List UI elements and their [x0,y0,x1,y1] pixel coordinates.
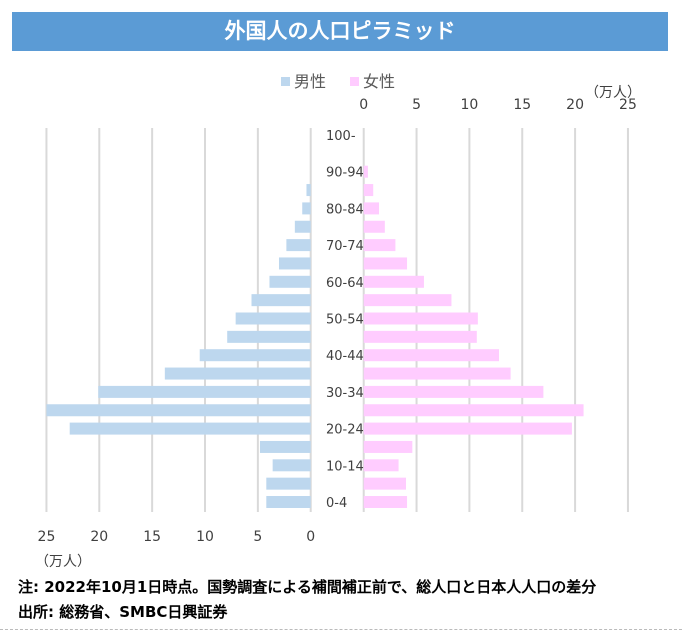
bar-female-0-4 [363,496,408,508]
category-label: 20-24 [326,423,364,438]
bar-male-0-4 [266,496,311,508]
chart-title: 外国人の人口ピラミッド [12,12,668,51]
male-axis-tick-label: 15 [143,529,161,545]
category-label: 0-4 [326,496,347,511]
bar-female-10-14 [363,459,399,472]
male-axis-tick-label: 20 [90,529,108,545]
male-axis-tick-label: 10 [196,529,214,545]
category-label: 90-94 [326,166,364,181]
bar-female-75-79 [363,220,385,233]
legend-label-female: 女性 [363,72,395,91]
bar-female-80-84 [363,202,380,215]
category-label: 80-84 [326,202,364,217]
bar-female-5-9 [363,477,406,490]
female-axis-tick-label: 15 [513,97,531,113]
male-axis-tick-label: 5 [253,529,262,545]
bar-male-35-39 [164,367,311,380]
bar-male-55-59 [251,294,311,307]
bar-male-65-69 [278,257,311,270]
category-label: 40-44 [326,349,364,364]
bar-female-90-94 [363,165,368,178]
bar-male-70-74 [286,239,311,252]
bar-male-5-9 [266,477,311,490]
legend-swatch-male [281,77,290,86]
bar-female-65-69 [363,257,408,270]
source-note: 出所: 総務省、SMBC日興証券 [18,603,228,621]
female-axis-tick-label: 10 [460,97,478,113]
bar-male-10-14 [272,459,311,472]
bar-male-85-89 [306,184,311,197]
category-label: 100- [326,129,356,144]
bar-female-50-54 [363,312,478,325]
footnote: 注: 2022年10月1日時点。国勢調査による補間補正前で、総人口と日本人人口の… [18,578,597,596]
bar-male-75-79 [294,220,311,233]
legend-swatch-female [350,77,359,86]
category-label: 70-74 [326,239,364,254]
bar-female-55-59 [363,294,452,307]
bar-male-50-54 [235,312,311,325]
bar-male-25-29 [46,404,311,417]
bar-male-20-24 [69,422,311,435]
female-axis-tick-label: 20 [566,97,584,113]
female-axis-tick-label: 25 [619,97,637,113]
male-axis-unit-label: （万人） [35,554,91,570]
bar-female-70-74 [363,239,396,252]
category-label: 60-64 [326,276,364,291]
bar-female-35-39 [363,367,511,380]
bar-female-25-29 [363,404,584,417]
bar-male-45-49 [227,330,311,343]
bar-female-45-49 [363,330,477,343]
male-axis-tick-label: 0 [306,529,315,545]
bar-female-40-44 [363,349,499,362]
category-label: 30-34 [326,386,364,401]
bar-male-30-34 [98,385,311,398]
male-axis-tick-label: 25 [38,529,56,545]
divider [0,629,682,630]
bar-female-20-24 [363,422,572,435]
female-axis-unit-label: （万人） [585,85,641,101]
category-label: 50-54 [326,313,364,328]
bar-female-15-19 [363,440,413,453]
female-axis-tick-label: 0 [359,97,368,113]
bar-male-80-84 [302,202,311,215]
bar-female-60-64 [363,275,424,288]
category-label: 10-14 [326,459,364,474]
bar-male-40-44 [199,349,311,362]
bar-male-60-64 [269,275,311,288]
female-axis-tick-label: 5 [412,97,421,113]
bar-female-30-34 [363,385,544,398]
bar-female-85-89 [363,184,374,197]
legend-label-male: 男性 [294,72,326,91]
bar-male-15-19 [259,440,311,453]
